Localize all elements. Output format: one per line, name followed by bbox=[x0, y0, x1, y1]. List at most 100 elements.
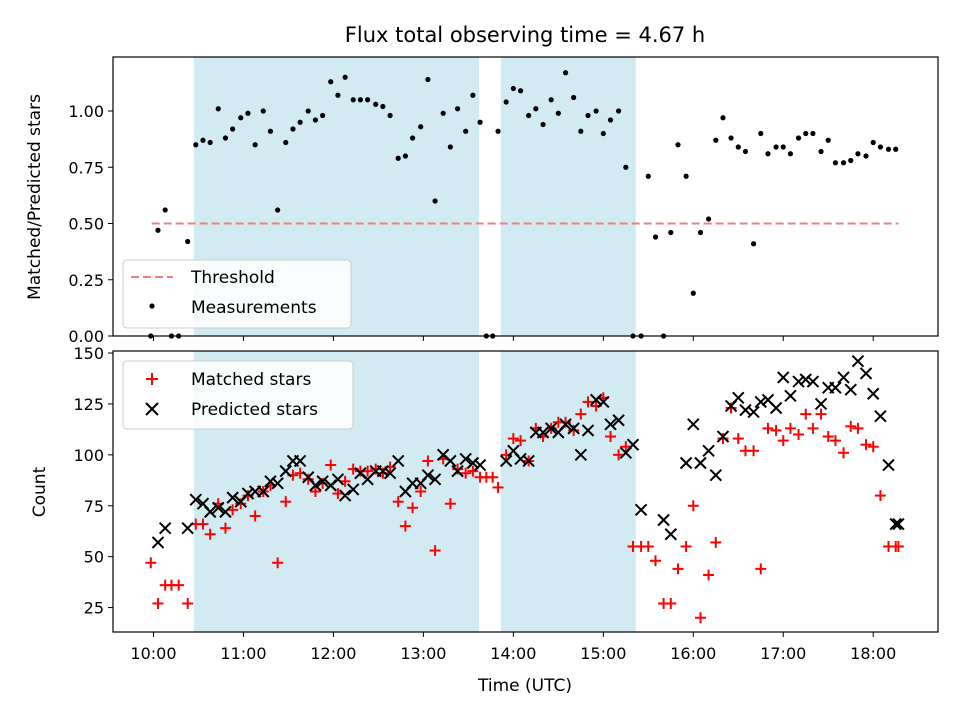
count-plot-frame bbox=[112, 350, 939, 633]
x-tick-label: 14:00 bbox=[490, 644, 536, 663]
predicted-star-point bbox=[754, 395, 767, 409]
predicted-star-point bbox=[777, 371, 790, 384]
measurement-point bbox=[668, 229, 674, 236]
matched-star-point bbox=[568, 424, 580, 436]
matched-star-point bbox=[339, 475, 351, 487]
measurements-legend-label: Measurements bbox=[191, 298, 317, 318]
measurement-point bbox=[418, 124, 424, 130]
predicted-star-point bbox=[829, 381, 842, 394]
ratio-y-tick-label: 0.00 bbox=[68, 327, 104, 346]
predicted-star-point bbox=[837, 371, 850, 384]
measurement-point bbox=[758, 130, 764, 137]
predicted-star-point bbox=[203, 505, 217, 519]
predicted-legend-label: Predicted stars bbox=[191, 400, 318, 420]
ratio-y-tick-label: 0.50 bbox=[68, 215, 104, 234]
threshold-legend-label: Threshold bbox=[190, 268, 275, 288]
measurement-point bbox=[832, 160, 839, 166]
matched-star-point bbox=[325, 459, 337, 471]
predicted-star-point bbox=[544, 422, 558, 435]
matched-star-point bbox=[249, 510, 261, 522]
matched-star-point bbox=[815, 408, 827, 420]
matched-star-point bbox=[415, 486, 427, 497]
matched-star-point bbox=[770, 424, 782, 436]
x-tick-label: 11:00 bbox=[220, 644, 266, 663]
matched-star-point bbox=[507, 433, 519, 445]
measurement-point bbox=[320, 112, 326, 119]
predicted-star-point bbox=[338, 489, 352, 502]
count-x-ticks: 10:00 11:00 12:00 13:00 14:00 15:00 16:00 17:00… bbox=[130, 632, 896, 663]
matched-star-point bbox=[800, 408, 812, 420]
predicted-star-point bbox=[604, 418, 617, 431]
predicted-star-point bbox=[732, 391, 745, 405]
predicted-star-point bbox=[309, 479, 322, 492]
count-y-tick-label: 25 bbox=[84, 599, 104, 618]
matched-legend-swatch bbox=[146, 373, 158, 385]
measurement-point bbox=[510, 85, 516, 92]
predicted-star-point bbox=[784, 389, 797, 403]
measurement-point bbox=[350, 97, 356, 103]
predicted-star-point bbox=[347, 483, 360, 496]
measurement-point bbox=[503, 99, 509, 105]
measurement-point bbox=[297, 119, 303, 125]
measurement-point bbox=[402, 153, 408, 159]
predicted-star-point bbox=[473, 458, 487, 472]
predicted-star-point bbox=[466, 456, 480, 470]
measurement-points bbox=[148, 70, 899, 339]
matched-legend-label: Matched stars bbox=[191, 370, 311, 390]
ratio-legend: Threshold Measurements bbox=[122, 259, 352, 329]
measurements-legend-swatch bbox=[149, 303, 155, 309]
predicted-star-point bbox=[567, 422, 580, 435]
measurement-point bbox=[380, 103, 386, 110]
matched-star-point bbox=[784, 422, 796, 434]
predicted-star-point bbox=[499, 454, 513, 468]
measurement-point bbox=[260, 108, 266, 114]
measurement-point bbox=[335, 92, 341, 98]
measurement-point bbox=[877, 144, 884, 150]
matched-star-point bbox=[152, 597, 164, 609]
predicted-star-point bbox=[814, 397, 828, 411]
predicted-star-point bbox=[271, 477, 284, 490]
matched-star-point bbox=[392, 496, 404, 508]
predicted-star-point bbox=[391, 454, 405, 468]
matched-star-point bbox=[762, 422, 774, 434]
matched-star-point bbox=[829, 435, 841, 447]
measurement-point bbox=[533, 106, 539, 112]
matched-star-point bbox=[370, 463, 382, 475]
matched-star-point bbox=[460, 467, 472, 479]
measurement-point bbox=[765, 151, 771, 157]
ratio-y-tick-label: 0.25 bbox=[68, 271, 104, 290]
predicted-star-point bbox=[257, 485, 270, 498]
predicted-star-point bbox=[769, 401, 783, 415]
measurement-point bbox=[675, 142, 681, 148]
predicted-star-point bbox=[799, 373, 812, 386]
matched-star-point bbox=[197, 518, 209, 530]
ratio-x-ticks bbox=[152, 336, 874, 341]
predicted-star-point bbox=[421, 469, 435, 482]
predicted-legend-swatch bbox=[145, 402, 159, 416]
count-y-tick-label: 150 bbox=[73, 344, 104, 363]
measurement-point bbox=[470, 92, 476, 98]
count-shaded-interval-1 bbox=[500, 351, 636, 632]
matched-star-point bbox=[487, 471, 499, 483]
matched-star-point bbox=[272, 557, 284, 569]
matched-star-point bbox=[672, 563, 684, 575]
matched-star-point bbox=[748, 445, 760, 457]
measurement-point bbox=[742, 148, 749, 155]
matched-star-point bbox=[235, 498, 247, 510]
predicted-star-point bbox=[709, 469, 722, 482]
predicted-star-point bbox=[181, 521, 194, 535]
measurement-point bbox=[600, 130, 606, 137]
predicted-star-point bbox=[747, 405, 760, 419]
matched-star-point bbox=[467, 465, 479, 477]
measurement-point bbox=[440, 110, 446, 116]
measurement-point bbox=[848, 157, 854, 164]
measurement-point bbox=[290, 126, 296, 132]
predicted-star-point bbox=[589, 393, 603, 407]
matched-star-point bbox=[399, 520, 411, 532]
measurement-point bbox=[645, 173, 651, 179]
predicted-star-point bbox=[851, 354, 865, 368]
matched-star-point bbox=[694, 612, 706, 624]
measurement-point bbox=[780, 144, 786, 150]
ratio-panel: 0.00 0.25 0.50 0.75 1.00 Matched/Predicted s… bbox=[25, 56, 939, 346]
